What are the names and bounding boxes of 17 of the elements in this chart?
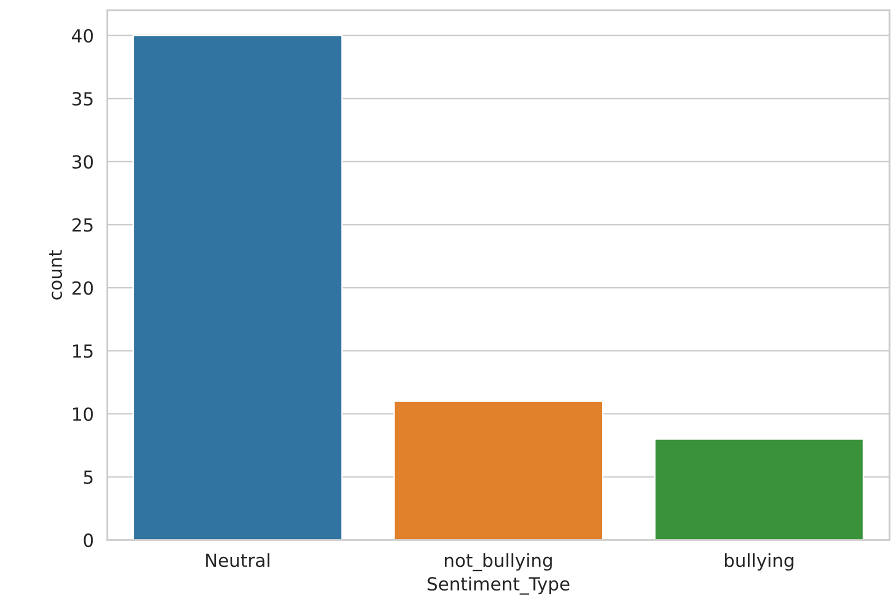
y-tick-label: 35 bbox=[72, 92, 93, 106]
bar bbox=[393, 400, 604, 540]
y-axis-title: count bbox=[49, 250, 62, 300]
x-axis-title: Sentiment_Type bbox=[428, 576, 570, 595]
y-tick-label: 20 bbox=[72, 281, 93, 295]
y-tick-label: 5 bbox=[84, 470, 93, 484]
y-tick-label: 10 bbox=[73, 407, 93, 421]
bar bbox=[132, 34, 343, 540]
x-tick-label: Neutral bbox=[206, 553, 270, 568]
y-tick-label: 30 bbox=[72, 155, 93, 169]
y-tick-label: 0 bbox=[84, 533, 93, 548]
x-tick-label: bullying bbox=[725, 553, 794, 571]
bar bbox=[654, 438, 864, 540]
y-tick-label: 15 bbox=[73, 344, 93, 358]
y-tick-label: 25 bbox=[72, 218, 93, 232]
x-tick-label: not_bullying bbox=[444, 553, 552, 572]
y-tick-label: 40 bbox=[72, 28, 93, 43]
